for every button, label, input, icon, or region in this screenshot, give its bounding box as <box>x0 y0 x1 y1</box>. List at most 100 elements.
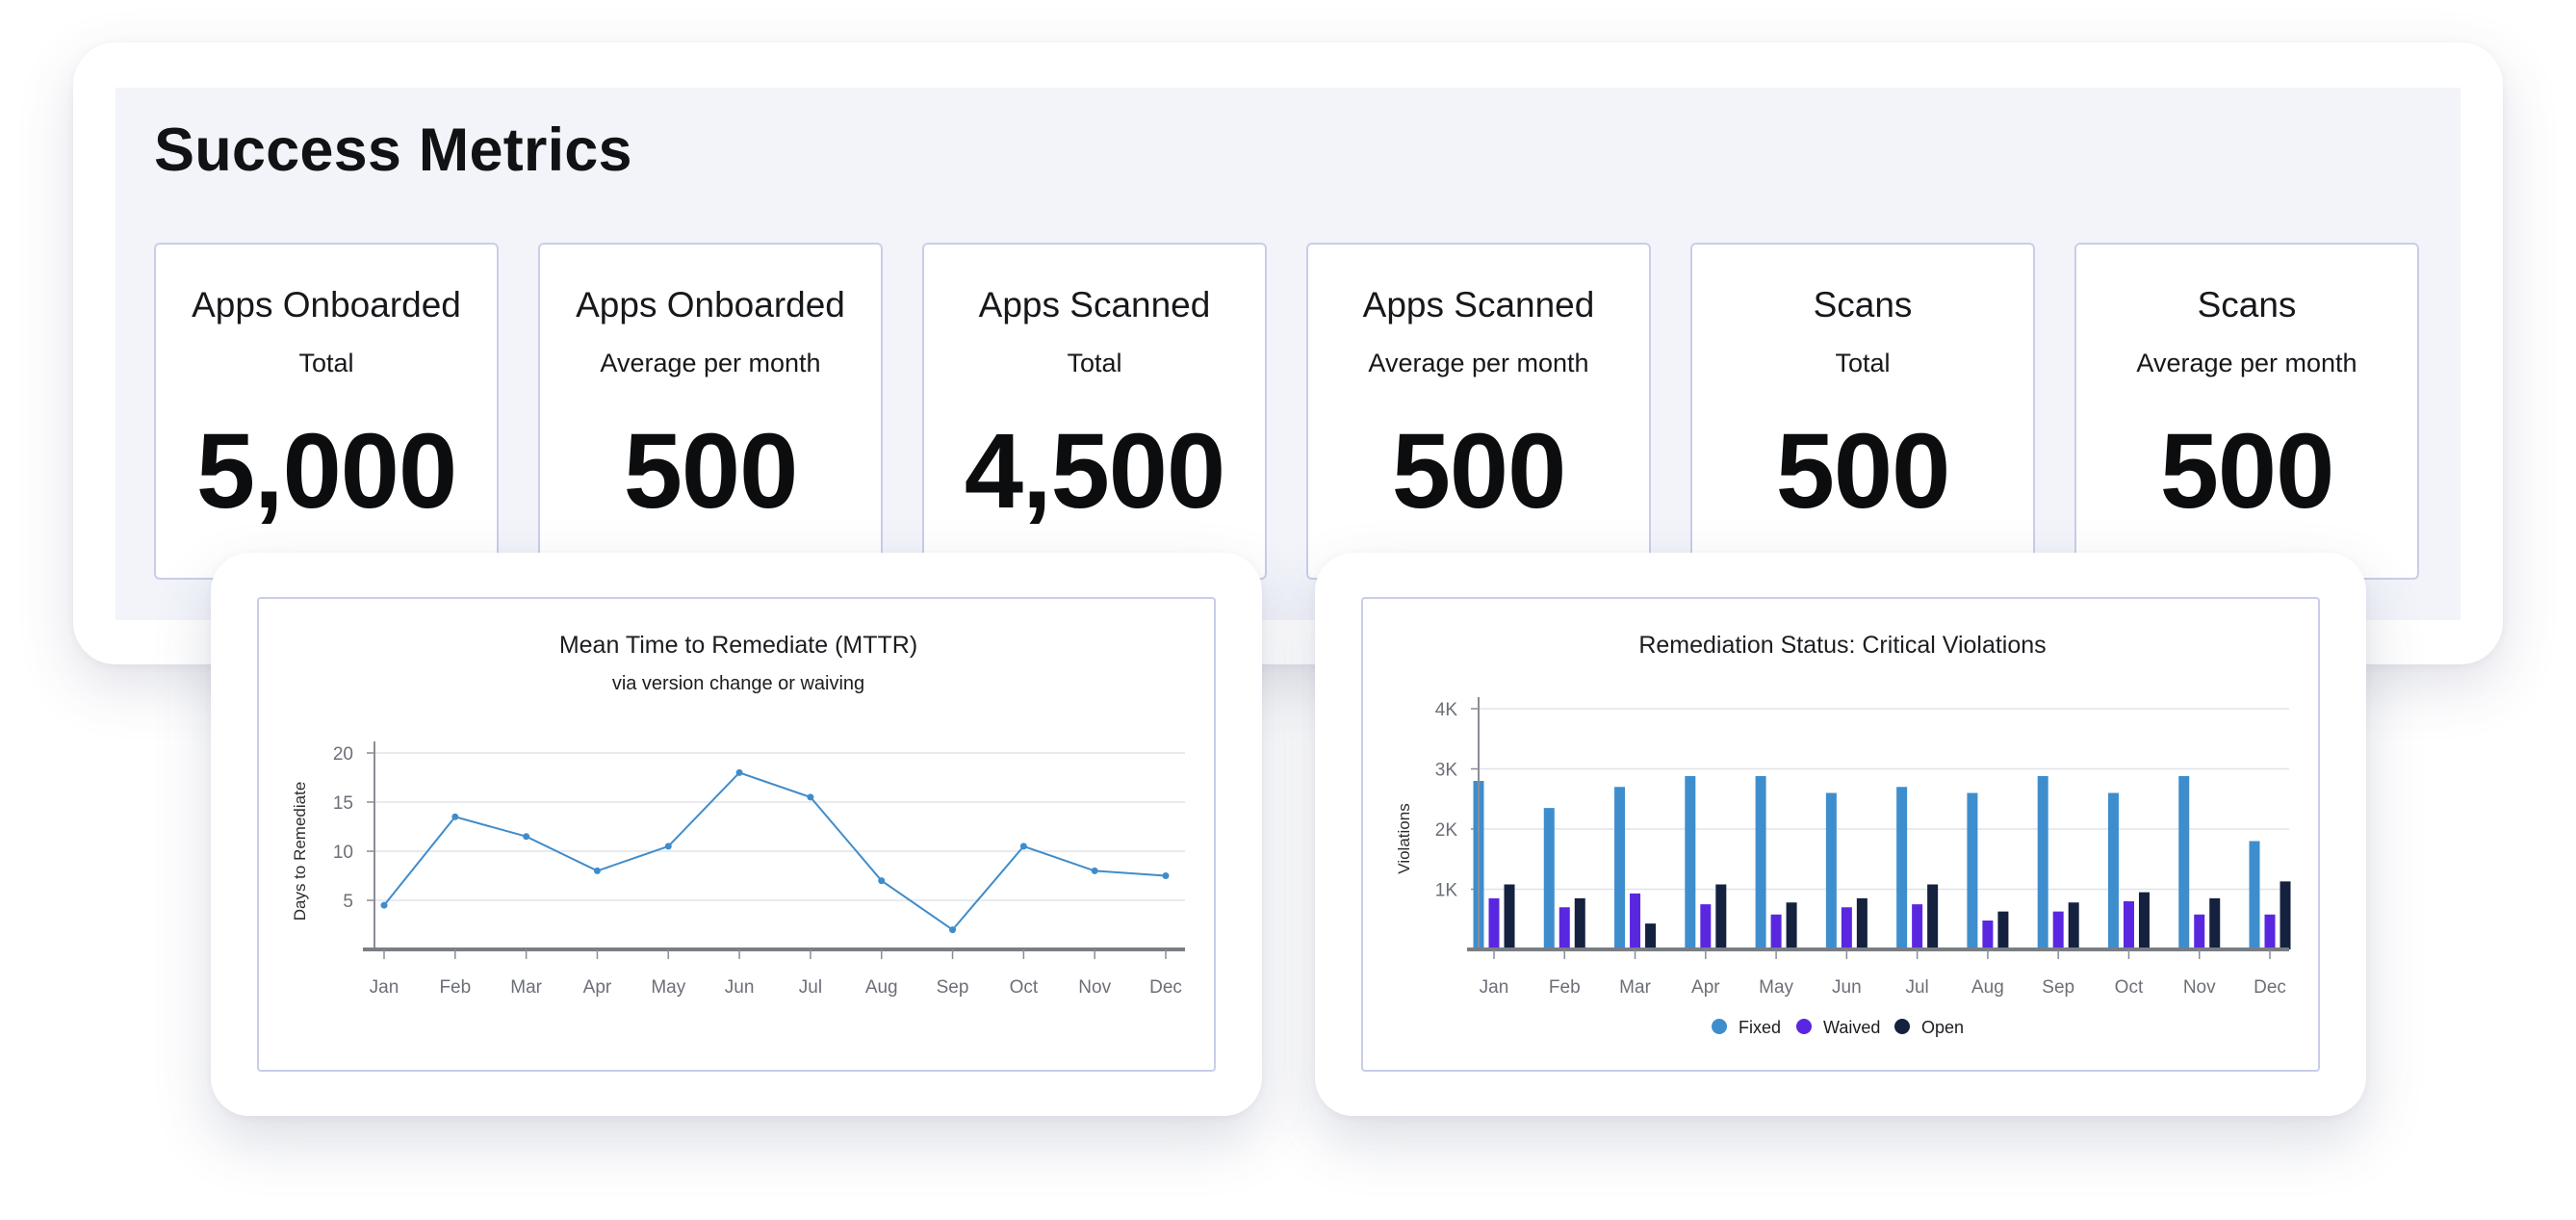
y-axis-label: Violations <box>1395 803 1413 873</box>
data-point <box>1162 872 1170 879</box>
metric-card-scans-total: Scans Total 500 <box>1690 243 2035 580</box>
bar-fixed <box>1825 792 1837 949</box>
remediation-chart-card: Remediation Status: Critical Violations 1… <box>1315 553 2366 1116</box>
legend-marker-open <box>1894 1019 1910 1034</box>
mttr-chart-card: Mean Time to Remediate (MTTR) via version… <box>211 553 1262 1116</box>
metric-subtitle: Average per month <box>2136 349 2357 377</box>
series-line <box>383 771 1167 931</box>
metric-value: 500 <box>2159 412 2335 531</box>
bar-fixed <box>2107 792 2119 949</box>
data-point <box>1091 867 1098 874</box>
metric-card-apps-scanned-total: Apps Scanned Total 4,500 <box>922 243 1267 580</box>
metric-subtitle: Total <box>298 349 354 377</box>
x-tick-label: Nov <box>1078 977 1111 998</box>
metric-value: 500 <box>1391 412 1567 531</box>
chart-subtitle: via version change or waiving <box>612 673 864 694</box>
x-tick-label: Sep <box>937 977 969 998</box>
data-point <box>451 813 459 820</box>
x-tick-label: Aug <box>865 977 898 998</box>
bar-waived <box>2264 914 2276 949</box>
data-point <box>523 833 530 841</box>
metric-card-apps-onboarded-total: Apps Onboarded Total 5,000 <box>154 243 499 580</box>
x-tick-label: Jun <box>725 977 755 998</box>
metric-subtitle: Average per month <box>1368 349 1589 377</box>
x-tick-label: Jan <box>1480 977 1509 998</box>
metric-title: Apps Scanned <box>1362 285 1595 324</box>
bar-waived <box>1488 897 1500 949</box>
data-point <box>1019 843 1027 850</box>
metric-subtitle: Average per month <box>600 349 821 377</box>
bar-fixed <box>2178 776 2190 949</box>
bar-open <box>1504 884 1515 949</box>
success-metrics-panel <box>116 88 2460 620</box>
x-tick-label: Jan <box>370 977 399 998</box>
legend-marker-waived <box>1796 1019 1812 1034</box>
bar-waived <box>1558 907 1570 949</box>
legend-label-fixed: Fixed <box>1739 1018 1781 1037</box>
x-tick-label: Jul <box>1905 977 1928 998</box>
bar-fixed <box>1967 792 1978 949</box>
remediation-chart-frame: Remediation Status: Critical Violations 1… <box>1361 597 2320 1072</box>
x-tick-label: Jun <box>1832 977 1862 998</box>
metric-card-apps-scanned-average: Apps Scanned Average per month 500 <box>1306 243 1651 580</box>
y-tick-label: 20 <box>333 744 353 765</box>
bar-open <box>1574 897 1585 949</box>
data-point <box>949 926 957 934</box>
x-tick-label: Dec <box>2254 977 2286 998</box>
bar-open <box>1715 884 1727 949</box>
data-point <box>593 867 601 874</box>
bar-fixed <box>1614 787 1626 949</box>
metric-value: 4,500 <box>964 412 1225 531</box>
chart-title: Mean Time to Remediate (MTTR) <box>559 632 917 659</box>
x-tick-label: Apr <box>1691 977 1720 998</box>
y-tick-label: 3K <box>1435 761 1458 781</box>
x-tick-label: Oct <box>1010 977 1039 998</box>
x-tick-label: Aug <box>1971 977 2004 998</box>
bar-open <box>2280 881 2291 949</box>
x-tick-label: Apr <box>583 977 612 998</box>
bar-waived <box>1770 914 1782 949</box>
bar-open <box>1927 884 1939 949</box>
x-tick-label: Nov <box>2183 977 2216 998</box>
bar-open <box>2209 897 2221 949</box>
bar-fixed <box>2249 841 2260 949</box>
data-point <box>807 793 814 801</box>
y-tick-label: 10 <box>333 843 353 863</box>
metric-title: Apps Onboarded <box>576 285 845 324</box>
bar-fixed <box>1543 808 1555 949</box>
data-point <box>878 877 886 885</box>
metric-value: 5,000 <box>195 412 457 531</box>
x-tick-label: Mar <box>510 977 542 998</box>
bar-waived <box>1841 907 1852 949</box>
x-tick-label: Sep <box>2042 977 2074 998</box>
x-tick-label: Mar <box>1619 977 1651 998</box>
y-tick-label: 1K <box>1435 881 1458 901</box>
bar-fixed <box>2037 776 2048 949</box>
bar-open <box>1645 923 1657 949</box>
bar-fixed <box>1896 787 1908 949</box>
y-tick-label: 15 <box>333 793 353 814</box>
bar-waived <box>1700 904 1712 949</box>
data-point <box>664 843 672 850</box>
x-tick-label: Feb <box>439 977 471 998</box>
data-point <box>735 768 743 776</box>
y-tick-label: 2K <box>1435 820 1458 841</box>
metric-subtitle: Total <box>1067 349 1122 377</box>
bar-waived <box>1982 921 1994 949</box>
y-tick-label: 4K <box>1435 700 1458 720</box>
x-tick-label: Feb <box>1549 977 1581 998</box>
mttr-chart-frame: Mean Time to Remediate (MTTR) via version… <box>257 597 1216 1072</box>
bar-open <box>1997 911 2009 949</box>
metric-card-apps-onboarded-average: Apps Onboarded Average per month 500 <box>538 243 883 580</box>
y-tick-label: 5 <box>343 892 353 912</box>
legend-marker-fixed <box>1712 1019 1727 1034</box>
x-tick-label: Oct <box>2115 977 2144 998</box>
bar-open <box>1856 897 1868 949</box>
bar-fixed <box>1755 776 1766 949</box>
data-point <box>380 901 388 909</box>
x-tick-label: Dec <box>1149 977 1182 998</box>
metric-title: Scans <box>2197 285 2297 324</box>
x-tick-label: May <box>1759 977 1793 998</box>
metric-value: 500 <box>623 412 799 531</box>
bar-fixed <box>1685 776 1696 949</box>
